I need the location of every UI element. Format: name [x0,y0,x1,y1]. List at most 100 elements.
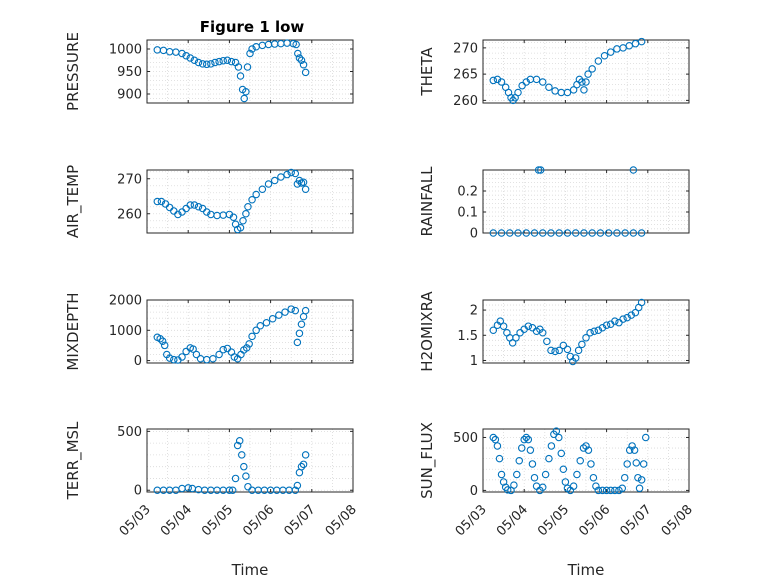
data-point [619,315,627,323]
y-tick-label: 1000 [109,43,142,58]
data-point [495,454,504,463]
data-point [536,166,545,174]
series-markers [489,37,646,105]
axes-box [146,169,354,234]
data-point [235,437,244,445]
data-point [611,317,619,325]
data-point [604,229,613,237]
data-point [555,433,563,442]
data-point [580,86,588,94]
data-point [295,176,304,185]
data-point [514,88,522,97]
data-point [202,60,211,69]
y-axis-label: PRESSURE [64,32,82,111]
data-point [584,446,593,454]
y-tick-label: 500 [117,425,142,440]
data-point [233,441,242,450]
data-point [192,350,201,359]
data-point [499,322,508,330]
data-point [242,88,250,96]
data-point [526,446,535,454]
data-point [186,201,195,209]
axes-box [482,169,690,234]
data-point [582,334,590,342]
data-point [627,311,636,319]
data-point [574,346,583,355]
y-tick-label: 0.1 [457,206,478,221]
data-point [573,470,581,479]
data-point [592,482,600,490]
data-point [590,327,598,335]
data-point [156,335,164,343]
data-point [596,229,605,237]
data-point [489,76,498,85]
data-point [178,49,186,58]
x-axis-label: Time [231,561,269,579]
y-tick-label: 1.5 [457,329,478,344]
data-point [211,58,219,67]
data-point [215,350,223,359]
data-point [559,465,568,473]
series-markers [489,298,646,366]
data-point [268,315,277,323]
data-point [496,317,505,325]
data-point [287,305,295,313]
y-axis-label: SUN_FLUX [418,422,437,499]
data-point [630,446,639,454]
data-point [561,478,570,486]
data-point [299,60,308,69]
data-point [301,451,310,459]
data-point [547,229,555,237]
data-point [530,473,539,482]
series-markers [153,168,310,234]
subplot-6: 1 1.5 2 H2OMIXRA [418,291,690,372]
data-point [587,460,595,468]
data-point [543,337,551,346]
data-point [538,329,547,337]
data-point [293,481,302,490]
data-point [524,322,533,330]
data-point [207,60,215,68]
data-point [580,229,588,237]
data-point [227,57,236,66]
data-point [530,229,539,237]
data-point [555,346,563,355]
y-tick-label: 950 [117,65,142,80]
series-markers [489,166,646,237]
data-point [515,457,524,465]
data-point [236,224,245,232]
data-point [637,476,646,484]
data-point [582,442,590,450]
data-point [242,210,250,218]
data-point [301,68,310,77]
data-point [625,446,634,454]
data-point [594,326,603,334]
y-tick-label: 2 [470,304,478,319]
data-point [277,173,285,181]
data-point [518,81,526,90]
data-point [588,229,596,237]
data-point [252,190,260,199]
data-point [628,442,636,450]
y-tick-label: 270 [117,172,142,187]
data-point [236,72,245,80]
data-point [291,306,300,315]
series-markers [153,437,310,494]
data-point [618,484,627,493]
subplot-1: 900 950 1000 PRESSURE [64,32,354,111]
y-tick-label: 0.2 [457,185,478,200]
data-point [588,65,596,73]
data-point [578,340,586,349]
subplot-3: 260 270 AIR_TEMP [64,165,354,238]
data-point [589,473,598,482]
data-point [594,57,603,65]
data-point [563,229,572,237]
data-point [491,435,500,444]
data-point [594,486,603,495]
data-point [602,321,611,329]
data-point [252,326,260,335]
data-point [301,306,310,315]
data-point [571,354,580,362]
data-point [497,78,506,86]
